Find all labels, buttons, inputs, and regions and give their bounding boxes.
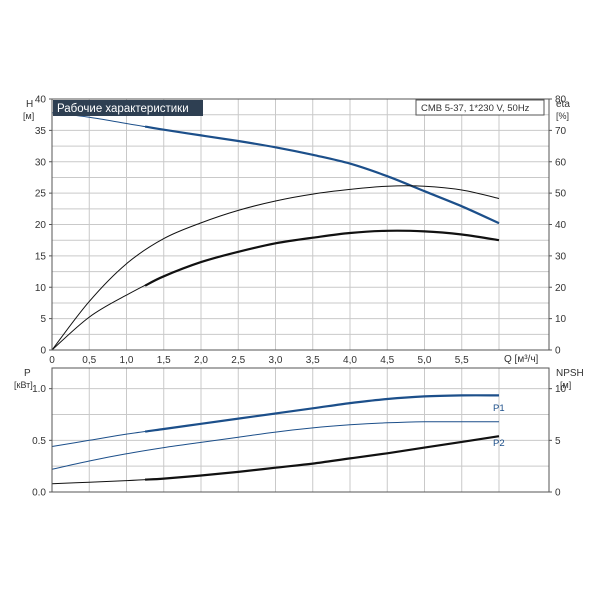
left-tick-label: 30 xyxy=(35,157,47,168)
series-label-P2: P2 xyxy=(493,438,505,449)
left-tick-label: 35 xyxy=(35,126,47,137)
x-tick-label: 1,5 xyxy=(157,355,171,366)
left-tick-label: 25 xyxy=(35,189,47,200)
right-axis-unit-NPSH: [м] xyxy=(560,380,571,390)
x-tick-label: 0,5 xyxy=(82,355,96,366)
left-tick-label: 20 xyxy=(35,220,47,231)
right-tick-label: 80 xyxy=(555,95,567,106)
lower-series-group xyxy=(51,394,500,485)
left-tick-label: 5 xyxy=(40,314,46,325)
right-tick-label: 60 xyxy=(555,157,567,168)
left-tick-label: 0.0 xyxy=(32,488,46,499)
left-tick-label: 0.5 xyxy=(32,436,46,447)
right-tick-label: 0 xyxy=(555,346,561,357)
series-bold-H xyxy=(144,125,500,225)
right-tick-label: 5 xyxy=(555,436,561,447)
upper-series-group xyxy=(51,112,500,351)
right-axis-name-eta: eta xyxy=(556,99,570,110)
right-tick-label: 10 xyxy=(555,314,567,325)
right-tick-label: 40 xyxy=(555,220,567,231)
left-tick-label: 1.0 xyxy=(32,384,46,395)
upper-grid xyxy=(52,98,549,350)
x-axis-name-Q: Q [м³/ч] xyxy=(504,354,539,365)
left-tick-label: 15 xyxy=(35,251,47,262)
x-tick-label: 4,0 xyxy=(343,355,357,366)
right-tick-label: 10 xyxy=(555,384,567,395)
x-tick-label: 5,5 xyxy=(455,355,469,366)
lower-grid xyxy=(52,368,549,492)
x-tick-label: 1,0 xyxy=(120,355,134,366)
x-tick-label: 4,5 xyxy=(380,355,394,366)
right-axis-name-NPSH: NPSH xyxy=(556,368,584,379)
series-bold-NPSH xyxy=(145,435,500,481)
x-tick-label: 3,5 xyxy=(306,355,320,366)
right-tick-label: 0 xyxy=(555,488,561,499)
right-tick-label: 20 xyxy=(555,283,567,294)
model-label-box xyxy=(415,99,545,116)
left-axis-unit-P: [кВт] xyxy=(14,380,33,390)
left-tick-label: 0 xyxy=(40,346,46,357)
right-tick-label: 50 xyxy=(555,189,567,200)
left-axis-name-H: H xyxy=(26,99,33,110)
left-axis-unit-H: [м] xyxy=(23,111,34,121)
series-bold-P1 xyxy=(144,394,500,433)
lower-tick-labels: 0.0 0.5 1.0 0 5 10 xyxy=(32,384,566,498)
lower-plot-frame xyxy=(51,367,550,493)
left-tick-label: 40 xyxy=(35,95,47,106)
series-bold-eta-total xyxy=(144,229,500,287)
x-tick-label: 0 xyxy=(49,355,55,366)
right-tick-label: 30 xyxy=(555,251,567,262)
series-line-P2 xyxy=(51,421,499,470)
model-label: CMB 5-37, 1*230 V, 50Hz xyxy=(421,103,530,114)
right-tick-label: 70 xyxy=(555,126,567,137)
left-tick-label: 10 xyxy=(35,283,47,294)
right-axis-unit-eta: [%] xyxy=(556,111,569,121)
x-tick-label: 3,0 xyxy=(269,355,283,366)
x-tick-label: 2,0 xyxy=(194,355,208,366)
x-tick-label: 2,5 xyxy=(231,355,245,366)
series-line-eta-pump xyxy=(51,185,500,351)
x-tick-label: 5,0 xyxy=(418,355,432,366)
upper-tick-labels: 0 5 10 15 20 25 30 35 40 0 10 20 30 40 50 60 70 80 0 0,5 1,0… xyxy=(35,95,567,367)
left-axis-name-P: P xyxy=(24,368,31,379)
chart-title: Рабочие характеристики xyxy=(57,103,189,115)
series-label-P1: P1 xyxy=(493,403,505,414)
chart-title-plate xyxy=(53,100,203,116)
